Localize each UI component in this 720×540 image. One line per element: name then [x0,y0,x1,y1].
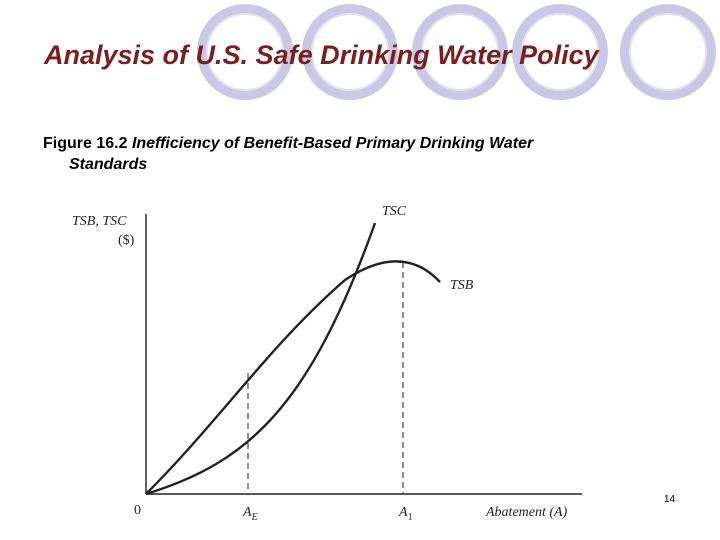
origin-label: 0 [134,503,141,518]
x-axis-label: Abatement (A) [485,505,568,520]
y-axis-unit-label: ($) [118,233,135,248]
a1-label: A1 [398,505,413,523]
figure-caption: Figure 16.2 Inefficiency of Benefit-Base… [43,133,683,175]
tsb-curve [145,260,441,495]
a1-label-sub: 1 [408,512,413,523]
decor-circle-inner [421,13,499,91]
tsb-label: TSB [450,278,474,293]
y-axis-label: TSB, TSC [72,214,127,229]
decorative-circles [197,4,716,100]
tsc-curve [145,222,377,496]
caption-text-line2: Standards [69,156,148,173]
ae-label-main: A [242,505,252,520]
tsc-label: TSC [382,204,407,219]
decor-circle-inner [521,13,599,91]
decor-circle-inner [206,13,284,91]
ae-label-sub: E [251,512,258,523]
page-number: 14 [664,494,676,505]
ae-label: AE [242,505,258,523]
a1-label-main: A [398,505,408,520]
decor-circle-inner [311,13,389,91]
caption-number: Figure 16.2 [43,135,128,152]
decor-circle-inner [629,13,707,91]
slide-title: Analysis of U.S. Safe Drinking Water Pol… [44,40,599,70]
caption-text-line1: Inefficiency of Benefit-Based Primary Dr… [131,135,534,152]
